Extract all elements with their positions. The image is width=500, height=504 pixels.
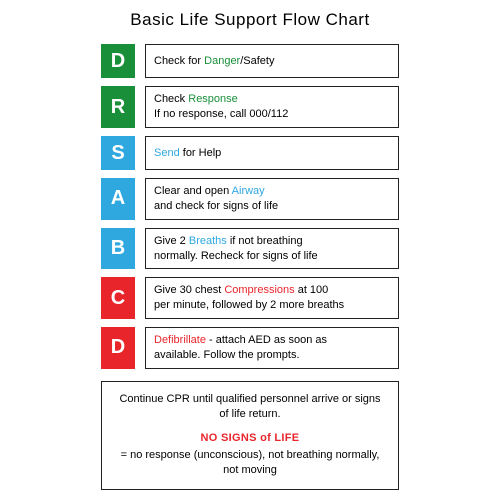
step-text-box: Check for Danger/Safety — [145, 44, 399, 78]
step-letter-box: D — [101, 327, 135, 369]
step-text-box: Send for Help — [145, 136, 399, 170]
step-text-box: Defibrillate - attach AED as soon as ava… — [145, 327, 399, 369]
step-letter-box: C — [101, 277, 135, 319]
step-letter-box: S — [101, 136, 135, 170]
step-post: /Safety — [240, 55, 274, 67]
step-pre: Check for — [154, 55, 204, 67]
step-line2: available. Follow the prompts. — [154, 348, 327, 363]
step-keyword: Airway — [232, 185, 265, 197]
steps-container: D Check for Danger/Safety R Check Respon… — [101, 44, 399, 368]
step-row: B Give 2 Breaths if not breathing normal… — [101, 228, 399, 270]
step-line2: normally. Recheck for signs of life — [154, 249, 318, 264]
step-row: D Defibrillate - attach AED as soon as a… — [101, 327, 399, 369]
step-post: at 100 — [295, 284, 329, 296]
step-row: C Give 30 chest Compressions at 100 per … — [101, 277, 399, 319]
step-letter: S — [111, 142, 124, 165]
step-letter-box: D — [101, 44, 135, 78]
step-pre: Give 30 chest — [154, 284, 224, 296]
step-row: A Clear and open Airway and check for si… — [101, 178, 399, 220]
step-line2: per minute, followed by 2 more breaths — [154, 298, 344, 313]
poster-title: Basic Life Support Flow Chart — [101, 10, 399, 30]
step-letter: D — [111, 336, 125, 359]
step-letter-box: R — [101, 86, 135, 128]
step-letter: D — [111, 50, 125, 73]
footer-box: Continue CPR until qualified personnel a… — [101, 381, 399, 490]
step-text-box: Clear and open Airway and check for sign… — [145, 178, 399, 220]
step-keyword: Defibrillate — [154, 334, 206, 346]
step-text-box: Check Response If no response, call 000/… — [145, 86, 399, 128]
step-text-box: Give 2 Breaths if not breathing normally… — [145, 228, 399, 270]
bls-poster: Basic Life Support Flow Chart D Check fo… — [85, 0, 415, 504]
step-letter: B — [111, 237, 125, 260]
step-row: R Check Response If no response, call 00… — [101, 86, 399, 128]
step-pre: Give 2 — [154, 235, 189, 247]
step-row: D Check for Danger/Safety — [101, 44, 399, 78]
footer-nosigns-title: NO SIGNS of LIFE — [114, 431, 386, 446]
step-text-box: Give 30 chest Compressions at 100 per mi… — [145, 277, 399, 319]
footer-nosigns-body: = no response (unconscious), not breathi… — [114, 448, 386, 479]
step-keyword: Response — [188, 93, 238, 105]
step-post: for Help — [180, 147, 222, 159]
step-keyword: Danger — [204, 55, 240, 67]
step-letter-box: A — [101, 178, 135, 220]
step-keyword: Send — [154, 147, 180, 159]
step-post: if not breathing — [227, 235, 303, 247]
step-letter: A — [111, 187, 125, 210]
step-pre: Check — [154, 93, 188, 105]
step-post: - attach AED as soon as — [206, 334, 327, 346]
step-row: S Send for Help — [101, 136, 399, 170]
step-pre: Clear and open — [154, 185, 232, 197]
step-keyword: Compressions — [224, 284, 294, 296]
step-letter-box: B — [101, 228, 135, 270]
step-keyword: Breaths — [189, 235, 227, 247]
step-letter: R — [111, 96, 125, 119]
step-line2: and check for signs of life — [154, 199, 278, 214]
step-line2: If no response, call 000/112 — [154, 107, 288, 122]
footer-continue-text: Continue CPR until qualified personnel a… — [114, 392, 386, 423]
step-letter: C — [111, 287, 125, 310]
